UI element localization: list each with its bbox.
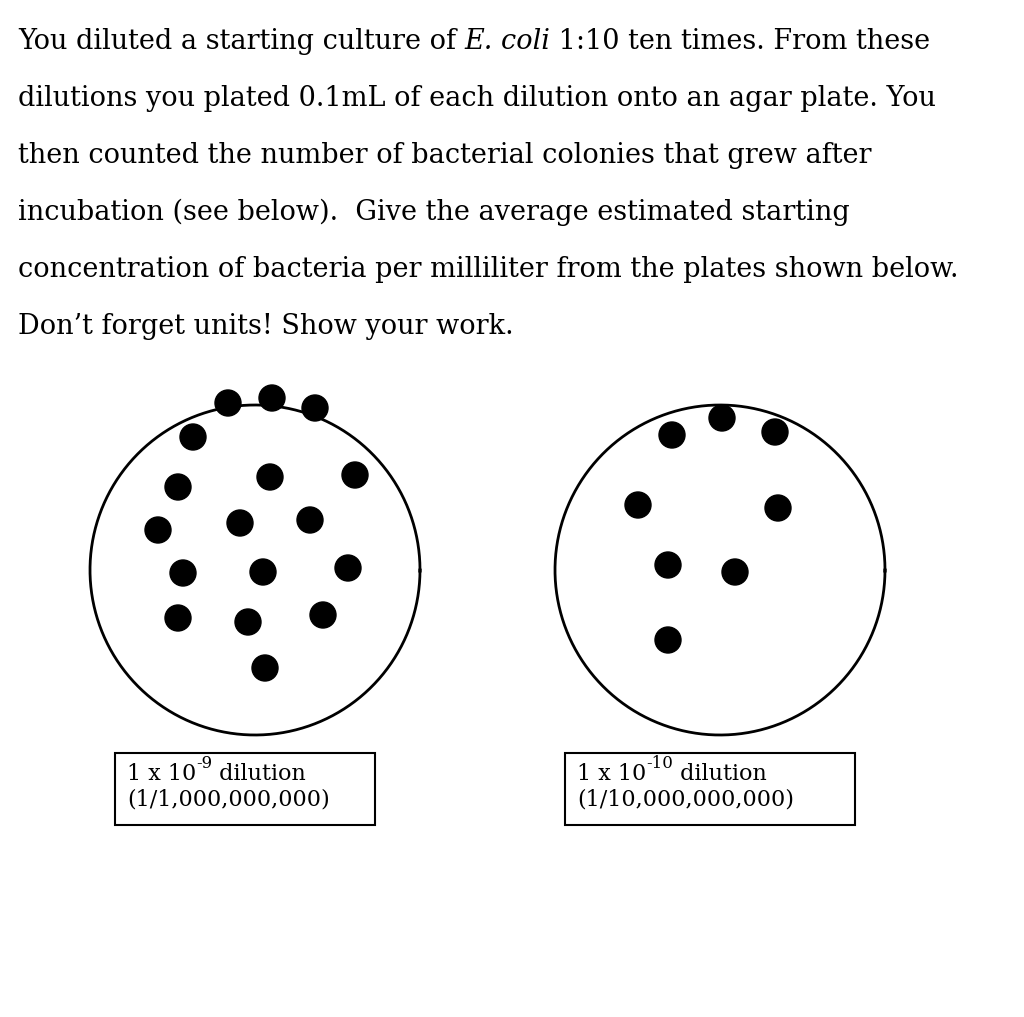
Circle shape [297,507,323,533]
Circle shape [165,605,191,631]
Circle shape [165,474,191,500]
Circle shape [227,510,253,536]
Text: (1/10,000,000,000): (1/10,000,000,000) [577,788,794,811]
Text: 1:10 ten times. From these: 1:10 ten times. From these [551,28,931,55]
Circle shape [234,609,261,635]
Circle shape [655,627,681,653]
Circle shape [342,462,368,488]
Circle shape [252,655,278,681]
Text: 1 x 10: 1 x 10 [127,763,197,785]
Circle shape [302,395,328,421]
Circle shape [257,464,283,490]
Circle shape [310,602,336,629]
Circle shape [625,492,651,518]
Text: dilution: dilution [673,763,767,785]
Circle shape [259,385,285,411]
Circle shape [655,552,681,578]
Circle shape [722,559,748,585]
Text: dilutions you plated 0.1mL of each dilution onto an agar plate. You: dilutions you plated 0.1mL of each dilut… [18,85,936,112]
Text: -9: -9 [197,755,212,772]
Text: then counted the number of bacterial colonies that grew after: then counted the number of bacterial col… [18,142,871,169]
Circle shape [180,424,206,450]
Text: You diluted a starting culture of: You diluted a starting culture of [18,28,465,55]
Circle shape [145,517,171,543]
Circle shape [215,390,241,416]
Circle shape [335,555,361,581]
Text: dilution: dilution [212,763,306,785]
Text: E. coli: E. coli [465,28,551,55]
Text: concentration of bacteria per milliliter from the plates shown below.: concentration of bacteria per milliliter… [18,256,958,283]
FancyBboxPatch shape [115,753,375,825]
Text: Don’t forget units! Show your work.: Don’t forget units! Show your work. [18,313,514,340]
Circle shape [250,559,276,585]
Text: 1 x 10: 1 x 10 [577,763,646,785]
Text: incubation (see below).  Give the average estimated starting: incubation (see below). Give the average… [18,199,850,227]
FancyBboxPatch shape [565,753,855,825]
Text: (1/1,000,000,000): (1/1,000,000,000) [127,788,330,811]
Circle shape [765,495,791,521]
Circle shape [659,422,685,448]
Circle shape [170,560,196,586]
Text: -10: -10 [646,755,673,772]
Circle shape [709,405,735,431]
Circle shape [762,419,788,445]
